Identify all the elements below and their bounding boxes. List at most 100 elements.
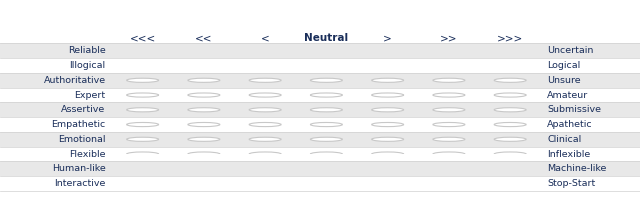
- Circle shape: [494, 108, 526, 112]
- Circle shape: [433, 64, 465, 68]
- Text: Neutral: Neutral: [305, 34, 348, 43]
- Circle shape: [127, 93, 159, 97]
- Circle shape: [310, 93, 342, 97]
- Text: Authoritative: Authoritative: [44, 76, 106, 85]
- Circle shape: [188, 182, 220, 186]
- Circle shape: [372, 137, 404, 141]
- Circle shape: [249, 167, 281, 171]
- Circle shape: [249, 64, 281, 68]
- Circle shape: [372, 108, 404, 112]
- Text: Amateur: Amateur: [547, 90, 588, 100]
- Circle shape: [372, 49, 404, 53]
- Circle shape: [127, 78, 159, 82]
- Text: Submissive: Submissive: [547, 105, 601, 114]
- Circle shape: [188, 93, 220, 97]
- Circle shape: [127, 108, 159, 112]
- Text: Assertive: Assertive: [61, 105, 106, 114]
- Circle shape: [433, 93, 465, 97]
- Circle shape: [310, 49, 342, 53]
- FancyBboxPatch shape: [0, 73, 640, 88]
- Circle shape: [372, 64, 404, 68]
- Circle shape: [494, 182, 526, 186]
- Circle shape: [127, 152, 159, 156]
- Text: <<<: <<<: [129, 34, 156, 43]
- Text: Uncertain: Uncertain: [547, 46, 593, 55]
- Circle shape: [433, 49, 465, 53]
- Text: Unsure: Unsure: [547, 76, 581, 85]
- Text: <<: <<: [195, 34, 212, 43]
- Text: Interactive: Interactive: [54, 179, 106, 188]
- Circle shape: [310, 122, 342, 127]
- Circle shape: [249, 122, 281, 127]
- Circle shape: [249, 108, 281, 112]
- Circle shape: [372, 152, 404, 156]
- Text: Clinical: Clinical: [547, 135, 582, 144]
- Circle shape: [249, 137, 281, 141]
- Text: Apathetic: Apathetic: [547, 120, 593, 129]
- Circle shape: [433, 108, 465, 112]
- Circle shape: [249, 93, 281, 97]
- Circle shape: [188, 49, 220, 53]
- Circle shape: [494, 78, 526, 82]
- Text: <: <: [260, 34, 269, 43]
- Circle shape: [127, 182, 159, 186]
- FancyBboxPatch shape: [0, 132, 640, 147]
- Circle shape: [127, 64, 159, 68]
- Circle shape: [494, 152, 526, 156]
- Text: Human-like: Human-like: [52, 164, 106, 173]
- Text: >: >: [383, 34, 392, 43]
- Circle shape: [433, 137, 465, 141]
- Circle shape: [310, 167, 342, 171]
- Text: Illogical: Illogical: [70, 61, 106, 70]
- Circle shape: [310, 152, 342, 156]
- Circle shape: [188, 122, 220, 127]
- Circle shape: [433, 152, 465, 156]
- Circle shape: [188, 137, 220, 141]
- Circle shape: [188, 167, 220, 171]
- FancyBboxPatch shape: [0, 161, 640, 176]
- Circle shape: [372, 78, 404, 82]
- Circle shape: [188, 78, 220, 82]
- Text: Empathetic: Empathetic: [51, 120, 106, 129]
- Circle shape: [310, 137, 342, 141]
- Text: Stop-Start: Stop-Start: [547, 179, 595, 188]
- Text: Reliable: Reliable: [68, 46, 106, 55]
- Circle shape: [494, 49, 526, 53]
- Circle shape: [127, 167, 159, 171]
- Text: Machine-like: Machine-like: [547, 164, 607, 173]
- Circle shape: [433, 167, 465, 171]
- Circle shape: [433, 182, 465, 186]
- Circle shape: [310, 78, 342, 82]
- Circle shape: [249, 152, 281, 156]
- Circle shape: [249, 49, 281, 53]
- Circle shape: [188, 108, 220, 112]
- Circle shape: [433, 78, 465, 82]
- Text: >>: >>: [440, 34, 458, 43]
- Text: Expert: Expert: [74, 90, 106, 100]
- Circle shape: [494, 137, 526, 141]
- Text: Emotional: Emotional: [58, 135, 106, 144]
- Circle shape: [127, 122, 159, 127]
- Circle shape: [372, 93, 404, 97]
- Circle shape: [249, 78, 281, 82]
- Circle shape: [188, 152, 220, 156]
- Circle shape: [249, 182, 281, 186]
- FancyBboxPatch shape: [0, 43, 640, 58]
- Text: Flexible: Flexible: [69, 150, 106, 159]
- Circle shape: [127, 137, 159, 141]
- Circle shape: [310, 182, 342, 186]
- Circle shape: [494, 167, 526, 171]
- Circle shape: [372, 182, 404, 186]
- Text: Inflexible: Inflexible: [547, 150, 591, 159]
- Circle shape: [494, 64, 526, 68]
- Circle shape: [372, 167, 404, 171]
- FancyBboxPatch shape: [0, 102, 640, 117]
- Circle shape: [433, 122, 465, 127]
- Circle shape: [310, 64, 342, 68]
- Circle shape: [310, 108, 342, 112]
- Circle shape: [188, 64, 220, 68]
- Text: >>>: >>>: [497, 34, 524, 43]
- Circle shape: [494, 122, 526, 127]
- Circle shape: [494, 93, 526, 97]
- Circle shape: [127, 49, 159, 53]
